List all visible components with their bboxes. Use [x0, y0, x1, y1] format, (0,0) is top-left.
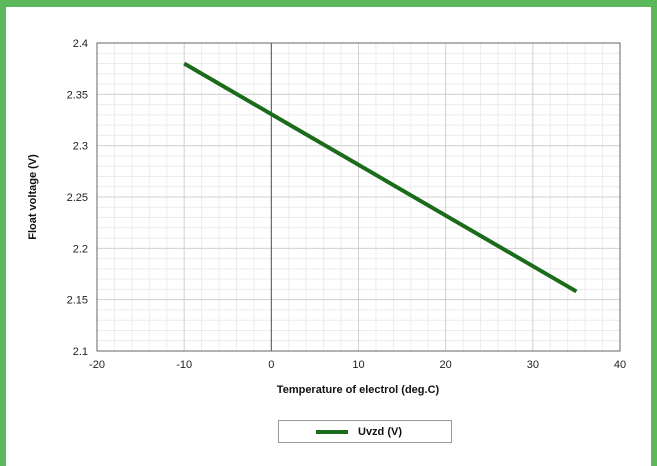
x-tick-label: 0	[268, 359, 274, 371]
y-tick-label: 2.3	[73, 141, 88, 153]
y-tick-label: 2.4	[73, 38, 88, 50]
x-tick-label: 30	[527, 359, 539, 371]
line-chart: -20 -10 0 10 20 30 40 2.1 2.15 2.2 2.25 2.3 2.35 2.4…	[6, 7, 651, 466]
x-tick-label: 40	[614, 359, 626, 371]
x-tick-label: -10	[176, 359, 192, 371]
x-tick-label: -20	[89, 359, 105, 371]
x-tick-label: 10	[352, 359, 364, 371]
y-tick-label: 2.15	[67, 295, 88, 307]
x-tick-labels: -20 -10 0 10 20 30 40	[89, 359, 626, 371]
legend-swatch	[316, 430, 348, 434]
y-tick-label: 2.2	[73, 243, 88, 255]
y-tick-label: 2.1	[73, 346, 88, 358]
y-tick-labels: 2.1 2.15 2.2 2.25 2.3 2.35 2.4	[67, 38, 88, 358]
legend: Uvzd (V)	[278, 420, 452, 443]
y-axis-title: Float voltage (V)	[27, 154, 39, 240]
x-tick-label: 20	[440, 359, 452, 371]
legend-label: Uvzd (V)	[358, 426, 402, 438]
y-tick-label: 2.25	[67, 192, 88, 204]
y-tick-label: 2.35	[67, 89, 88, 101]
x-axis-title: Temperature of electrol (deg.C)	[277, 384, 440, 396]
